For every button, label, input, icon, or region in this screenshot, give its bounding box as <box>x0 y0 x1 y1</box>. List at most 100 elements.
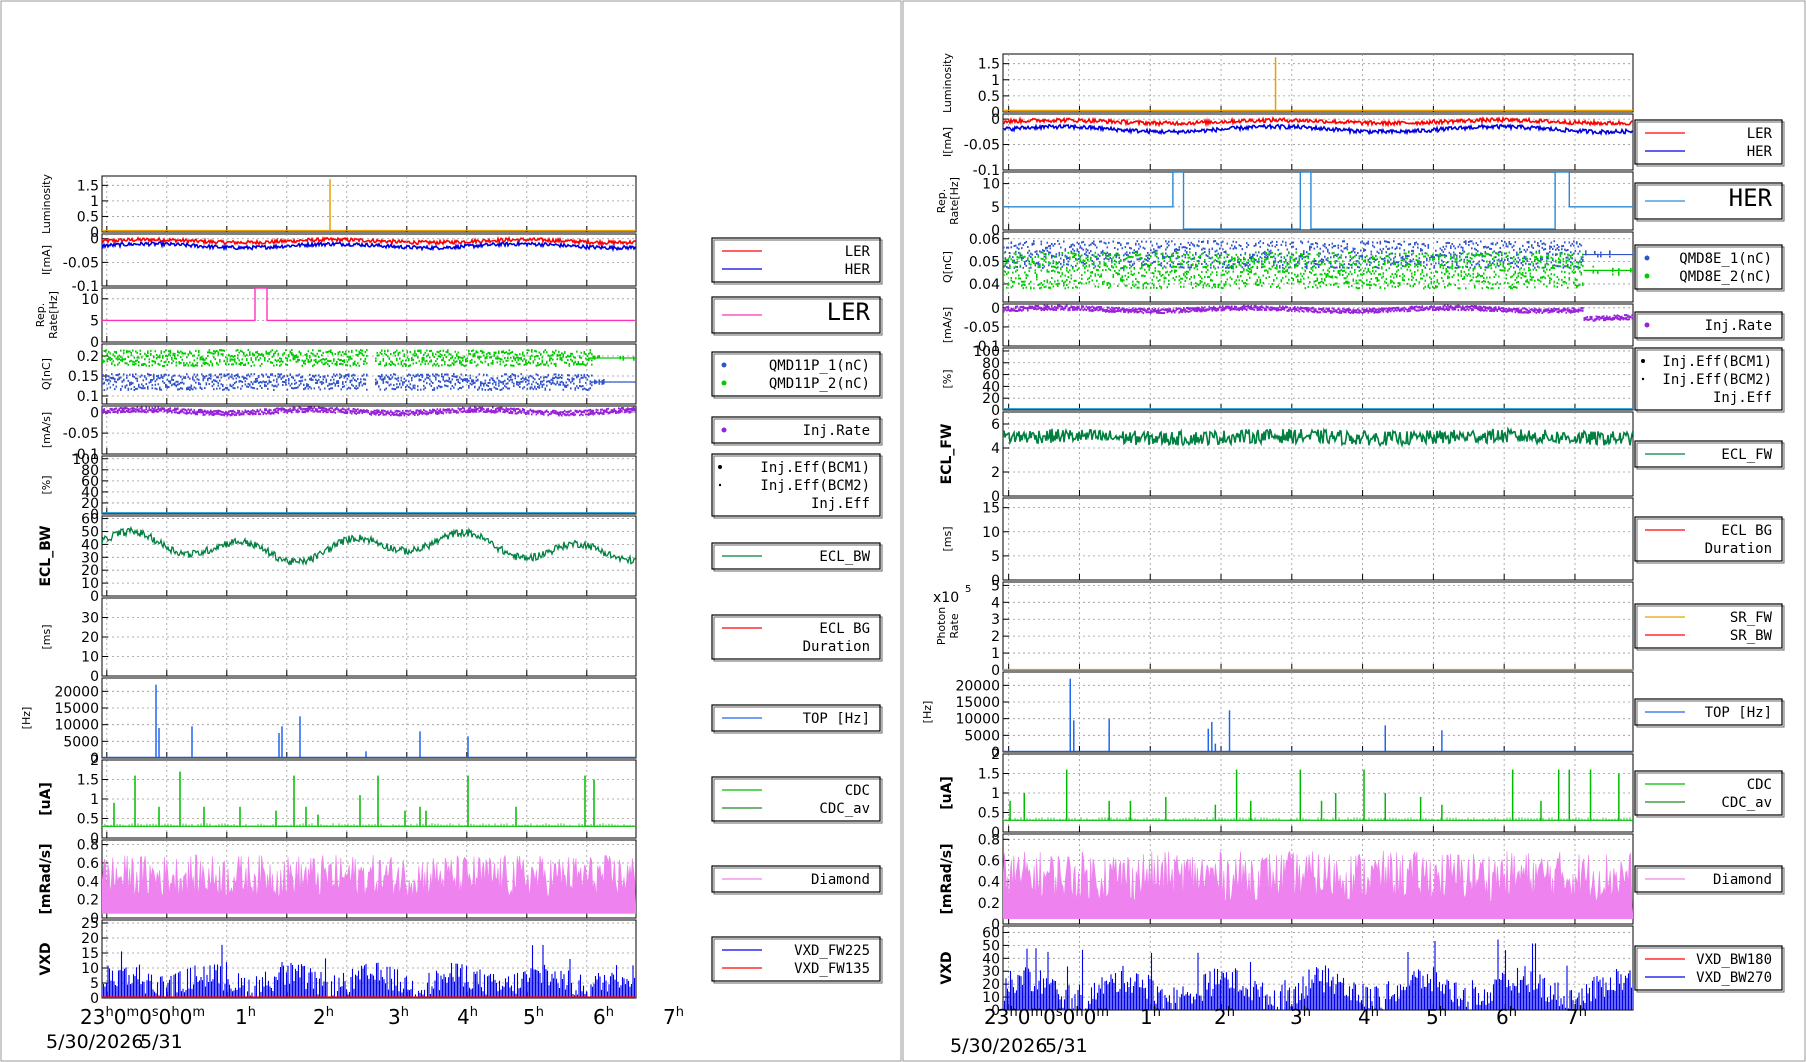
y-tick-label: 0.4 <box>77 874 99 890</box>
panel-series <box>1003 115 1633 136</box>
y-tick-label: 15000 <box>54 701 99 717</box>
y-tick-label: 6 <box>991 417 1000 433</box>
y-axis-label: VXD <box>38 942 54 975</box>
y-tick-label: 2 <box>991 629 1000 645</box>
panel-frame <box>101 233 637 287</box>
y-tick-label: 0 <box>991 1003 1000 1019</box>
y-tick-label: 30 <box>982 964 1000 980</box>
y-axis-label: [uA] <box>939 776 955 810</box>
y-tick-label: 0 <box>991 301 1000 317</box>
y-tick-label: 4 <box>991 595 1000 611</box>
series-trace <box>1003 122 1633 136</box>
legend-shadow <box>1636 313 1785 341</box>
legend-label: VXD_BW180 <box>1696 952 1772 968</box>
y-axis-label: Luminosity <box>941 53 954 113</box>
date-label: 5/31 <box>1045 1035 1088 1057</box>
x-tick-label: 7h <box>663 1005 684 1029</box>
y-tick-label: 0.8 <box>978 832 1000 848</box>
legend-box <box>1634 182 1783 220</box>
series-step <box>102 288 636 322</box>
y-tick-label: 30 <box>81 550 99 566</box>
y-tick-label: 5000 <box>63 734 99 750</box>
y-tick-label: 0.04 <box>969 277 1000 293</box>
legend-shadow <box>1636 867 1785 895</box>
legend-shadow <box>713 778 883 824</box>
legend-shadow <box>1636 947 1785 993</box>
legend-shadow <box>1636 121 1785 167</box>
x-tick-label: 1h <box>235 1005 256 1029</box>
y-tick-label: 2 <box>90 753 99 769</box>
panel-ecl_fw: 6 4 2 0 ECL_FW ECL_FW <box>939 411 1785 505</box>
y-tick-label: 1 <box>991 646 1000 662</box>
legend-label: ECL BG <box>1721 523 1772 539</box>
y-tick-label: 0.8 <box>77 838 99 854</box>
legend-shadow <box>1636 246 1785 292</box>
legend-label: CDC <box>845 783 870 799</box>
panel-series <box>1003 769 1633 821</box>
y-tick-label: 0 <box>991 573 1000 589</box>
panel-frame <box>1002 171 1634 231</box>
y-tick-label: 0.05 <box>969 254 1000 270</box>
y-tick-label: 20000 <box>955 678 1000 694</box>
y-axis-label: Q[nC] <box>941 251 954 283</box>
y-tick-label: 0 <box>991 105 1000 121</box>
legend-shadow <box>1636 184 1785 222</box>
y-tick-label: 0.2 <box>978 896 1000 912</box>
y-axis-label: I[mA] <box>941 127 954 157</box>
legend-label: VXD_BW270 <box>1696 970 1772 986</box>
y-axis-label: [Hz] <box>921 701 934 724</box>
y-tick-label: 0.5 <box>978 806 1000 822</box>
y-axis-label: VXD <box>939 951 955 984</box>
x-tick-label: 4h <box>1358 1005 1379 1029</box>
legend-label: Inj.Eff <box>1713 390 1772 406</box>
legend-box <box>711 776 881 822</box>
panel-inj_rate: 0 -0.05 -0.1 [mA/s] Inj.Rate <box>941 301 1785 355</box>
y-tick-label: 1.5 <box>77 773 99 789</box>
legend-box <box>1634 945 1783 991</box>
panel-cdc: 2 1.5 1 0.5 0 [uA] CDC CDC_av <box>38 753 883 847</box>
y-tick-label: -0.1 <box>72 279 99 295</box>
legend-shadow <box>1636 772 1785 818</box>
y-tick-label: -0.1 <box>973 163 1000 179</box>
x-tick-label: 23h0m0s0h0m <box>80 1005 205 1029</box>
date-label: 5/30/2026 <box>950 1035 1047 1057</box>
y-tick-label: -0.05 <box>964 320 1000 336</box>
y-tick-label: 0 <box>90 831 99 847</box>
legend-box <box>711 453 881 517</box>
legend-shadow <box>1636 442 1785 470</box>
scale-label: x10 <box>933 590 959 606</box>
legend-label: CDC <box>1747 777 1772 793</box>
legend-label: SR_FW <box>1730 610 1773 626</box>
y-tick-label: 0 <box>90 991 99 1007</box>
panel-frame <box>1002 671 1634 753</box>
panel-series <box>102 179 636 232</box>
y-tick-label: 0 <box>991 403 1000 419</box>
y-tick-label: 20000 <box>54 684 99 700</box>
y-tick-label: 50 <box>982 938 1000 954</box>
legend-label: QMD8E_2(nC) <box>1679 269 1772 285</box>
panel-frame <box>101 455 637 515</box>
panel-rep_rate: 10 5 0 Rep. Rate[Hz] LER <box>34 287 883 351</box>
y-tick-label: -0.05 <box>63 426 99 442</box>
y-axis-label: [mA/s] <box>40 412 53 448</box>
y-axis-label: ECL_FW <box>939 424 955 485</box>
y-tick-label: 60 <box>81 512 99 528</box>
legend-marker <box>1641 377 1645 381</box>
legend-label: VXD_FW135 <box>794 961 870 977</box>
legend-label: Inj.Eff(BCM1) <box>760 460 870 476</box>
y-axis-label: [ms] <box>941 526 954 551</box>
y-axis-label: Q[nC] <box>40 358 53 390</box>
panel-frame <box>101 515 637 597</box>
legend-label: Duration <box>1705 541 1772 557</box>
y-tick-label: 0 <box>991 489 1000 505</box>
legend-box <box>711 351 881 397</box>
panel-charge: 0.2 0.15 0.1 Q[nC] QMD11P_1(nC) QMD11P_2(nC) <box>40 343 883 405</box>
series-trace <box>102 525 636 567</box>
y-tick-label: 80 <box>81 463 99 479</box>
y-tick-label: 100 <box>72 452 99 468</box>
y-tick-label: -0.05 <box>964 138 1000 154</box>
